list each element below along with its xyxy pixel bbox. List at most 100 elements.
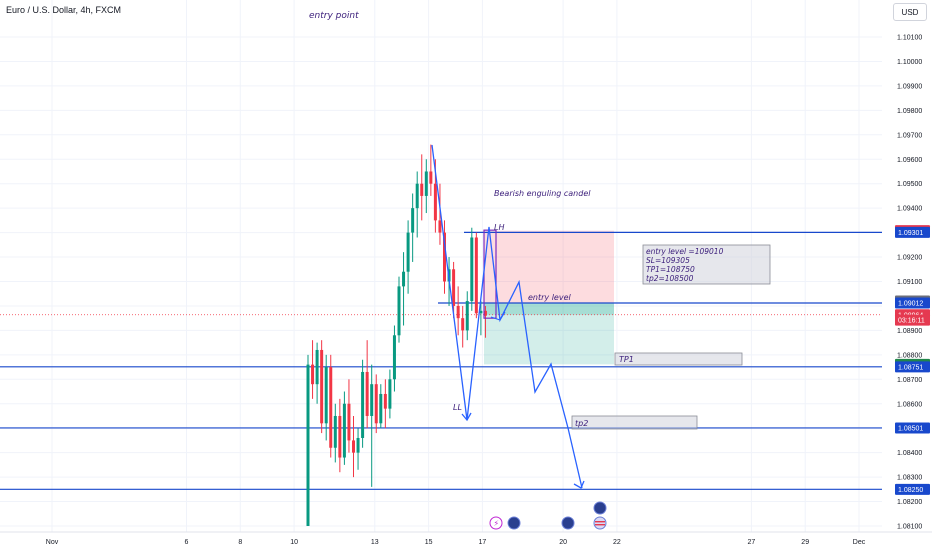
price-tag <box>895 422 930 434</box>
us-flag-event-icon[interactable] <box>593 516 607 530</box>
candle-body <box>465 301 469 331</box>
projection-path <box>431 144 585 489</box>
x-tick-label: Dec <box>853 539 866 546</box>
candle-body <box>406 232 410 272</box>
x-tick-label: Nov <box>46 539 59 546</box>
candle-body <box>402 271 406 287</box>
candle-body <box>352 440 355 453</box>
candle-body <box>483 310 487 316</box>
y-tick-label: 1.08100 <box>897 524 922 531</box>
x-tick-label: 10 <box>290 539 298 546</box>
candle-body <box>333 415 337 448</box>
symbol-title[interactable]: Euro / U.S. Dollar, 4h, FXCM <box>6 5 122 15</box>
time-axis[interactable]: Nov681013151720222729Dec571113 <box>0 531 932 550</box>
x-tick-label: 20 <box>559 539 567 546</box>
lh-label: LH <box>494 223 504 232</box>
y-tick-label: 1.10000 <box>897 59 922 66</box>
price-tag <box>895 226 930 238</box>
x-tick-label: 22 <box>613 539 621 546</box>
x-tick-label: 8 <box>238 539 242 546</box>
y-tick-label: 1.08300 <box>897 475 922 482</box>
candle-body <box>474 237 478 314</box>
candle-body <box>338 415 342 458</box>
economic-events[interactable]: ⚡ <box>489 501 607 530</box>
price-tag <box>895 314 930 326</box>
price-axis[interactable]: 1.10100 1.10000 1.09900 1.09800 1.09700 1.096… <box>882 0 932 532</box>
x-tick-label: 17 <box>479 539 487 546</box>
candle-body <box>320 349 324 424</box>
candle-body <box>383 393 387 409</box>
candles <box>306 144 497 526</box>
price-tag-label: 1.09301 <box>898 230 923 237</box>
position-zones <box>484 230 614 365</box>
y-tick-label: 1.08400 <box>897 450 922 457</box>
stop-zone <box>484 230 614 304</box>
candle-body <box>433 183 437 221</box>
candle-body <box>356 437 360 453</box>
candle-body <box>365 371 369 416</box>
candle-body <box>420 183 424 196</box>
y-tick-label: 1.09800 <box>897 108 922 115</box>
candle-body <box>370 384 374 416</box>
y-tick-label: 1.09400 <box>897 206 922 213</box>
candle-body <box>374 384 378 424</box>
candle-body <box>456 305 460 319</box>
candle-body <box>443 232 446 282</box>
candle-body <box>429 171 433 184</box>
eu-event-icon-2[interactable] <box>561 516 575 530</box>
candle-body <box>452 269 456 306</box>
annotations: entry point Bearish enguling candel LH L… <box>309 11 771 430</box>
flash-event-icon[interactable] <box>489 516 503 530</box>
y-tick-label: 1.10100 <box>897 35 922 42</box>
y-tick-label: 1.08600 <box>897 401 922 408</box>
y-tick-label: 1.09500 <box>897 181 922 188</box>
candle-body <box>342 403 346 458</box>
price-tag-label: 1.09012 <box>898 301 923 308</box>
y-tick-label: 1.09200 <box>897 255 922 262</box>
note-line-1: entry level =109010 <box>646 247 724 256</box>
tp1-label: TP1 <box>619 355 634 364</box>
candle-body <box>438 220 442 233</box>
y-tick-label: 1.08900 <box>897 328 922 335</box>
candle-body <box>415 183 419 209</box>
time-axis-bg <box>0 532 932 550</box>
x-tick-label: 27 <box>748 539 756 546</box>
candle-body <box>315 349 319 385</box>
y-tick-label: 1.09900 <box>897 83 922 90</box>
entry-point-label: entry point <box>309 11 359 21</box>
candle-body <box>306 364 310 526</box>
candle-body <box>470 237 474 302</box>
candle-body <box>361 371 365 438</box>
candle-body <box>311 364 315 385</box>
x-tick-label: 6 <box>185 539 189 546</box>
open-zone <box>484 303 614 315</box>
tp2-box[interactable] <box>571 415 698 430</box>
x-tick-label: 29 <box>801 539 809 546</box>
candle-body <box>397 286 401 336</box>
x-tick-label: 15 <box>425 539 433 546</box>
y-tick-label: 1.08200 <box>897 499 922 506</box>
grid <box>0 0 882 532</box>
tp2-label: tp2 <box>575 419 588 428</box>
price-tag-label: 03:16:11 <box>898 318 925 325</box>
note-line-3: TP1=108750 <box>646 265 695 274</box>
eu-event-icon[interactable] <box>507 516 521 530</box>
price-levels[interactable] <box>0 231 882 490</box>
target-zone <box>484 303 614 365</box>
eu-event-icon-3[interactable] <box>593 501 607 515</box>
price-tags: 1.093081.093011.090201.090121.0896403:16… <box>895 225 930 495</box>
price-axis-bg <box>882 0 932 532</box>
note-box[interactable] <box>642 244 771 285</box>
price-tag <box>895 297 930 309</box>
price-tag-label: 1.08501 <box>898 425 923 432</box>
candle-body <box>479 310 483 314</box>
tp1-box[interactable] <box>614 352 743 366</box>
y-tick-label: 1.08700 <box>897 377 922 384</box>
price-tag <box>895 483 930 495</box>
y-tick-label: 1.09100 <box>897 279 922 286</box>
currency-button[interactable]: USD <box>893 3 927 21</box>
candle-body <box>392 335 396 380</box>
candle-body <box>324 367 328 424</box>
price-tag-label: 1.08751 <box>898 364 923 371</box>
